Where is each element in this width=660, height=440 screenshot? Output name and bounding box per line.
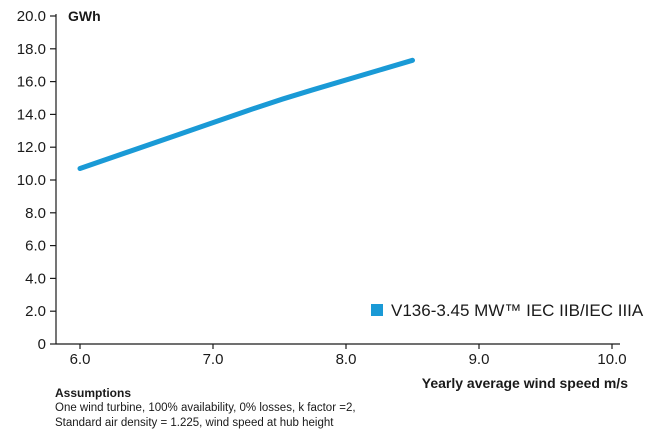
assumptions-notes: Assumptions One wind turbine, 100% avail… (55, 386, 495, 431)
x-tick-label: 8.0 (336, 351, 357, 368)
x-axis-ticks: 6.0 7.0 8.0 9.0 10.0 (70, 344, 627, 368)
x-tick-label: 9.0 (469, 351, 490, 368)
y-tick-label: 0 (38, 336, 46, 353)
legend-label: V136-3.45 MW™ IEC IIB/IEC IIIA (391, 301, 644, 320)
series-layer (77, 57, 415, 171)
y-tick-label: 6.0 (25, 238, 46, 255)
legend-swatch (371, 304, 383, 316)
y-tick-label: 4.0 (25, 270, 46, 287)
y-axis-unit-label: GWh (68, 8, 101, 24)
x-tick-label: 6.0 (70, 351, 91, 368)
legend: V136-3.45 MW™ IEC IIB/IEC IIIA (371, 301, 644, 320)
x-tick-label: 7.0 (203, 351, 224, 368)
x-tick-label: 10.0 (597, 351, 626, 368)
y-tick-label: 10.0 (17, 172, 46, 189)
assumptions-line-2: Standard air density = 1.225, wind speed… (55, 417, 334, 429)
y-tick-label: 2.0 (25, 303, 46, 320)
y-tick-label: 18.0 (17, 41, 46, 58)
series-line (77, 57, 415, 171)
y-axis-ticks: 0 2.0 4.0 6.0 8.0 10.0 12.0 14.0 16.0 18.0 20.0 (17, 8, 56, 353)
assumptions-title: Assumptions (55, 386, 132, 400)
y-tick-label: 8.0 (25, 205, 46, 222)
y-tick-label: 16.0 (17, 74, 46, 91)
y-tick-label: 20.0 (17, 8, 46, 25)
x-axis-title: Yearly average wind speed m/s (422, 375, 628, 391)
assumptions-line-1: One wind turbine, 100% availability, 0% … (55, 402, 356, 414)
y-tick-label: 12.0 (17, 139, 46, 156)
y-tick-label: 14.0 (17, 106, 46, 123)
